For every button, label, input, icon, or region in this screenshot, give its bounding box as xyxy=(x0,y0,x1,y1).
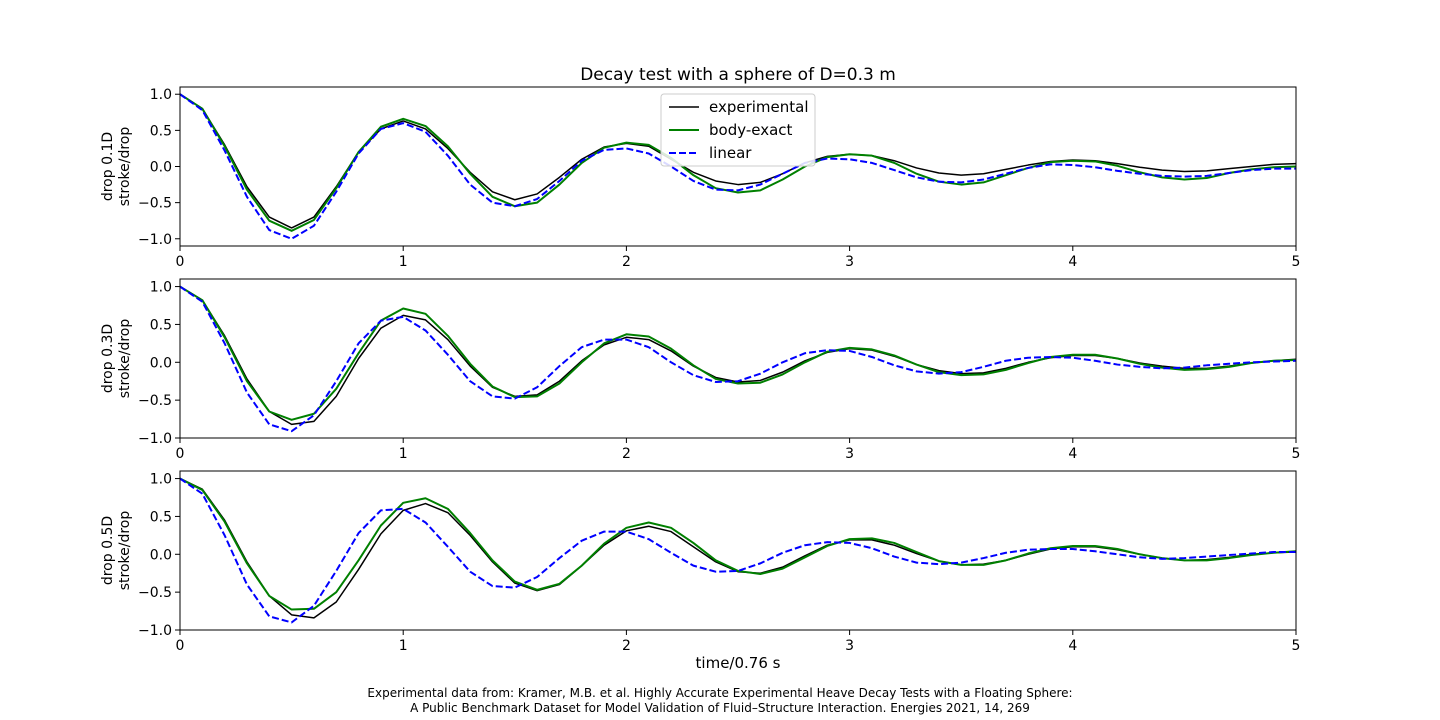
y-tick-label: −0.5 xyxy=(138,196,172,212)
x-tick-label: 5 xyxy=(1292,254,1301,270)
subplot-2: 0 1 2 3 4 5 1.0 0.5 0.0 −0.5 −1.0 drop 0.3D stroke/d… xyxy=(100,278,1301,462)
subplot-3: 0 1 2 3 4 5 1.0 0.5 0.0 −0.5 −1.0 drop 0.5D stroke/d… xyxy=(100,470,1301,654)
x-tick-label: 2 xyxy=(622,638,631,654)
caption-line-2: A Public Benchmark Dataset for Model Val… xyxy=(410,701,1030,715)
y-tick-label: −1.0 xyxy=(138,431,172,447)
x-tick-label: 2 xyxy=(622,446,631,462)
x-tick-label: 0 xyxy=(176,638,185,654)
y-tick-label: −0.5 xyxy=(138,585,172,601)
series-line-linear xyxy=(180,93,1296,240)
x-tick-label: 0 xyxy=(176,446,185,462)
x-tick-label: 1 xyxy=(399,254,408,270)
x-tick-label: 4 xyxy=(1068,446,1077,462)
x-tick-label: 4 xyxy=(1068,254,1077,270)
series-line-body-exact xyxy=(180,93,1296,232)
y-axis-label-line2: stroke/drop xyxy=(117,511,133,591)
x-tick-label: 0 xyxy=(176,254,185,270)
x-tick-label: 5 xyxy=(1292,638,1301,654)
legend: experimental body-exact linear xyxy=(660,93,816,167)
x-tick-label: 1 xyxy=(399,446,408,462)
y-tick-label: 1.0 xyxy=(150,87,172,103)
subplot-1: 0 1 2 3 4 5 1.0 0.5 0.0 −0.5 −1.0 drop 0.1D stroke/d… xyxy=(100,86,1301,270)
legend-label-experimental: experimental xyxy=(709,98,809,116)
legend-label-body-exact: body-exact xyxy=(709,121,793,139)
series-line-body-exact xyxy=(180,477,1296,611)
y-axis-label-line2: stroke/drop xyxy=(117,319,133,399)
y-tick-label: −1.0 xyxy=(138,232,172,248)
axes-frame xyxy=(179,278,1297,439)
x-tick-label: 3 xyxy=(845,254,854,270)
series-line-body-exact xyxy=(180,285,1296,421)
y-tick-label: 0.5 xyxy=(150,317,172,333)
y-axis-label-line1: drop 0.3D xyxy=(100,324,116,393)
y-tick-label: 0.5 xyxy=(150,509,172,525)
series-line-experimental xyxy=(180,285,1296,426)
figure-title: Decay test with a sphere of D=0.3 m xyxy=(580,65,896,85)
y-axis-label-line2: stroke/drop xyxy=(117,127,133,207)
x-tick-label: 5 xyxy=(1292,446,1301,462)
y-tick-label: −1.0 xyxy=(138,623,172,639)
axes-frame xyxy=(179,470,1297,631)
y-tick-label: 0.0 xyxy=(150,160,172,176)
x-tick-label: 2 xyxy=(622,254,631,270)
figure-caption: Experimental data from: Kramer, M.B. et … xyxy=(0,686,1440,716)
y-tick-label: 1.0 xyxy=(150,472,172,488)
x-tick-label: 1 xyxy=(399,638,408,654)
x-axis-label: time/0.76 s xyxy=(696,654,781,672)
y-tick-label: 0.5 xyxy=(150,123,172,139)
caption-line-1: Experimental data from: Kramer, M.B. et … xyxy=(367,686,1073,700)
y-tick-label: 1.0 xyxy=(150,280,172,296)
y-axis-label-line1: drop 0.1D xyxy=(100,132,116,201)
y-axis-label-line1: drop 0.5D xyxy=(100,516,116,585)
series-line-linear xyxy=(180,285,1296,433)
legend-box xyxy=(660,93,816,167)
x-tick-label: 3 xyxy=(845,446,854,462)
x-tick-label: 4 xyxy=(1068,638,1077,654)
x-tick-label: 3 xyxy=(845,638,854,654)
y-tick-label: 0.0 xyxy=(150,355,172,371)
legend-label-linear: linear xyxy=(709,144,752,162)
y-tick-label: 0.0 xyxy=(150,547,172,563)
series-line-experimental xyxy=(180,477,1296,619)
series-line-linear xyxy=(180,477,1296,624)
y-tick-label: −0.5 xyxy=(138,393,172,409)
